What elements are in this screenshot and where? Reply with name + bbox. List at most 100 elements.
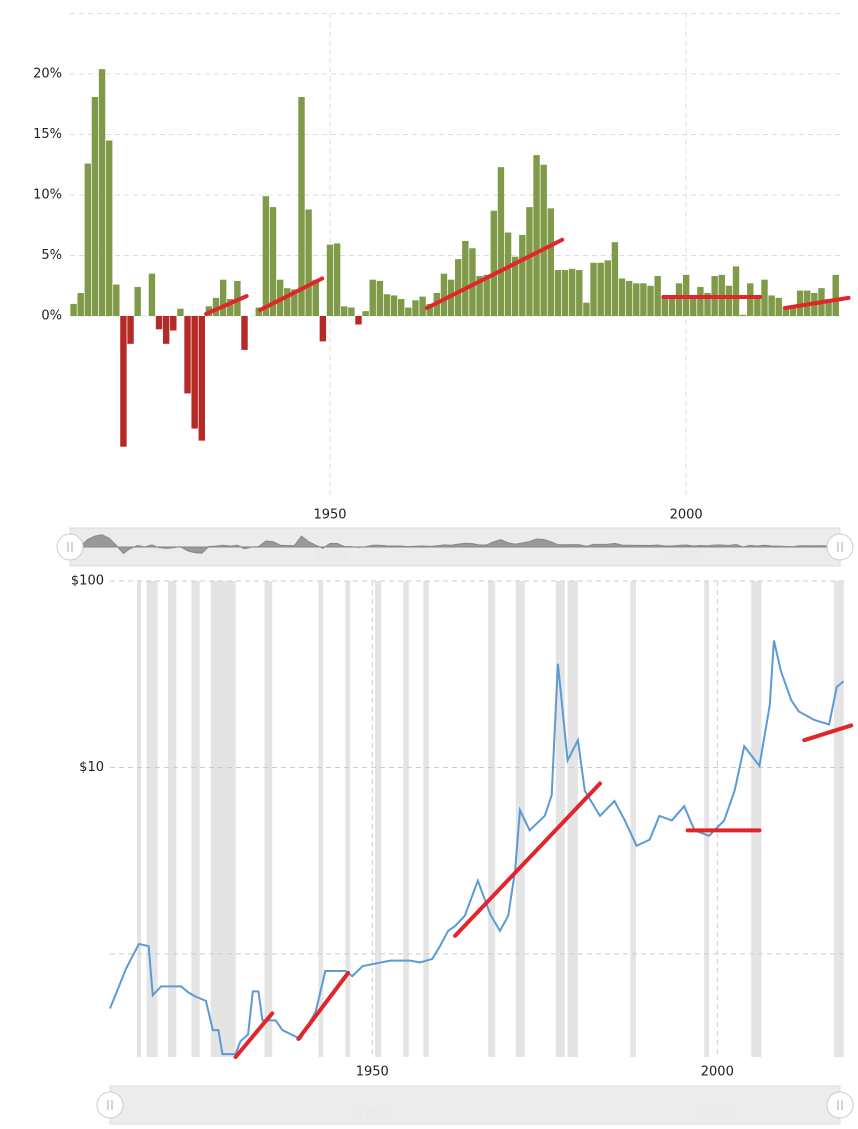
bar: [611, 242, 619, 316]
bar: [568, 268, 576, 316]
bar: [298, 96, 305, 317]
bar: [469, 248, 476, 316]
bar: [725, 285, 733, 316]
bar: [690, 296, 697, 316]
bar: [832, 274, 839, 316]
bar: [426, 303, 433, 316]
bar: [241, 316, 248, 350]
navigator-handle[interactable]: [56, 533, 84, 561]
navigator-handle[interactable]: [96, 1091, 124, 1119]
bar: [739, 314, 747, 316]
bar: [98, 69, 106, 316]
bar: [583, 302, 590, 316]
bar: [511, 256, 519, 316]
bar: [419, 296, 426, 316]
trend-line: [802, 723, 854, 743]
bar: [191, 316, 198, 429]
bar: [212, 297, 220, 316]
shaded-period: [630, 581, 636, 1057]
bar: [262, 196, 270, 316]
x-tick-label: 2000: [701, 1065, 734, 1080]
bar: [198, 316, 205, 441]
handle-grip: [67, 542, 73, 552]
bar: [654, 276, 661, 316]
bar: [789, 307, 797, 316]
bar: [590, 262, 597, 316]
bar: [497, 167, 505, 316]
shaded-period: [167, 581, 177, 1057]
bar: [383, 294, 391, 316]
bar: [697, 286, 704, 316]
shaded-period: [191, 581, 200, 1057]
navigator-label: 1950: [313, 549, 346, 564]
shaded-period: [488, 581, 496, 1057]
bar: [405, 307, 412, 316]
bar: [412, 300, 419, 316]
bar: [255, 307, 262, 316]
bar: [625, 280, 633, 316]
bar: [540, 164, 547, 316]
bar: [526, 207, 533, 316]
bar: [768, 295, 775, 316]
bar: [476, 276, 483, 316]
shaded-period: [567, 581, 578, 1057]
bar: [754, 297, 761, 316]
y-tick-label: $100: [71, 574, 104, 589]
bar: [561, 270, 569, 316]
trend-line: [258, 276, 325, 312]
bar: [348, 307, 355, 316]
y-tick-label: $10: [79, 760, 104, 775]
navigator-label: 2000: [670, 549, 703, 564]
navigator-handle[interactable]: [826, 1091, 854, 1119]
bar: [604, 260, 611, 316]
bar: [170, 316, 177, 331]
bar: [162, 316, 170, 344]
bar: [333, 243, 341, 316]
bar: [483, 274, 490, 316]
shaded-period: [318, 581, 324, 1057]
price-line: [109, 640, 845, 1056]
navigator-series: [73, 534, 837, 555]
navigator-label: 2000: [701, 1107, 734, 1122]
trend-line: [204, 294, 249, 316]
bar: [134, 286, 141, 316]
bar: [319, 316, 327, 342]
shaded-period: [345, 581, 351, 1057]
bar: [796, 290, 804, 316]
shaded-period: [833, 581, 844, 1057]
shaded-period: [375, 581, 382, 1057]
y-tick-label: 5%: [41, 248, 62, 263]
bar: [440, 273, 448, 316]
trend-line: [453, 781, 602, 938]
bar: [84, 163, 92, 316]
shaded-period: [555, 581, 565, 1057]
trend-line: [783, 295, 851, 311]
handle-grip: [837, 1100, 843, 1110]
y-tick-label: 15%: [33, 127, 62, 142]
handle-grip: [107, 1100, 113, 1110]
trend-line: [296, 971, 351, 1041]
bar: [640, 283, 647, 316]
bar: [177, 308, 184, 316]
bar: [704, 293, 711, 316]
bar: [326, 244, 334, 316]
trend-line: [233, 1011, 275, 1059]
navigator: [109, 1085, 841, 1125]
bar: [661, 295, 668, 316]
bar: [127, 316, 134, 344]
bar: [291, 289, 298, 316]
bar: [668, 296, 676, 316]
bar: [533, 155, 540, 316]
bar: [490, 210, 498, 316]
y-tick-label: 0%: [41, 309, 62, 324]
x-tick-label: 1950: [356, 1065, 389, 1080]
bar: [455, 259, 462, 316]
y-tick-label: 20%: [33, 67, 62, 82]
bar: [184, 316, 191, 394]
navigator-handle[interactable]: [826, 533, 854, 561]
bar: [105, 140, 113, 316]
shaded-period: [403, 581, 409, 1057]
bar: [148, 273, 156, 316]
shaded-period: [423, 581, 429, 1057]
